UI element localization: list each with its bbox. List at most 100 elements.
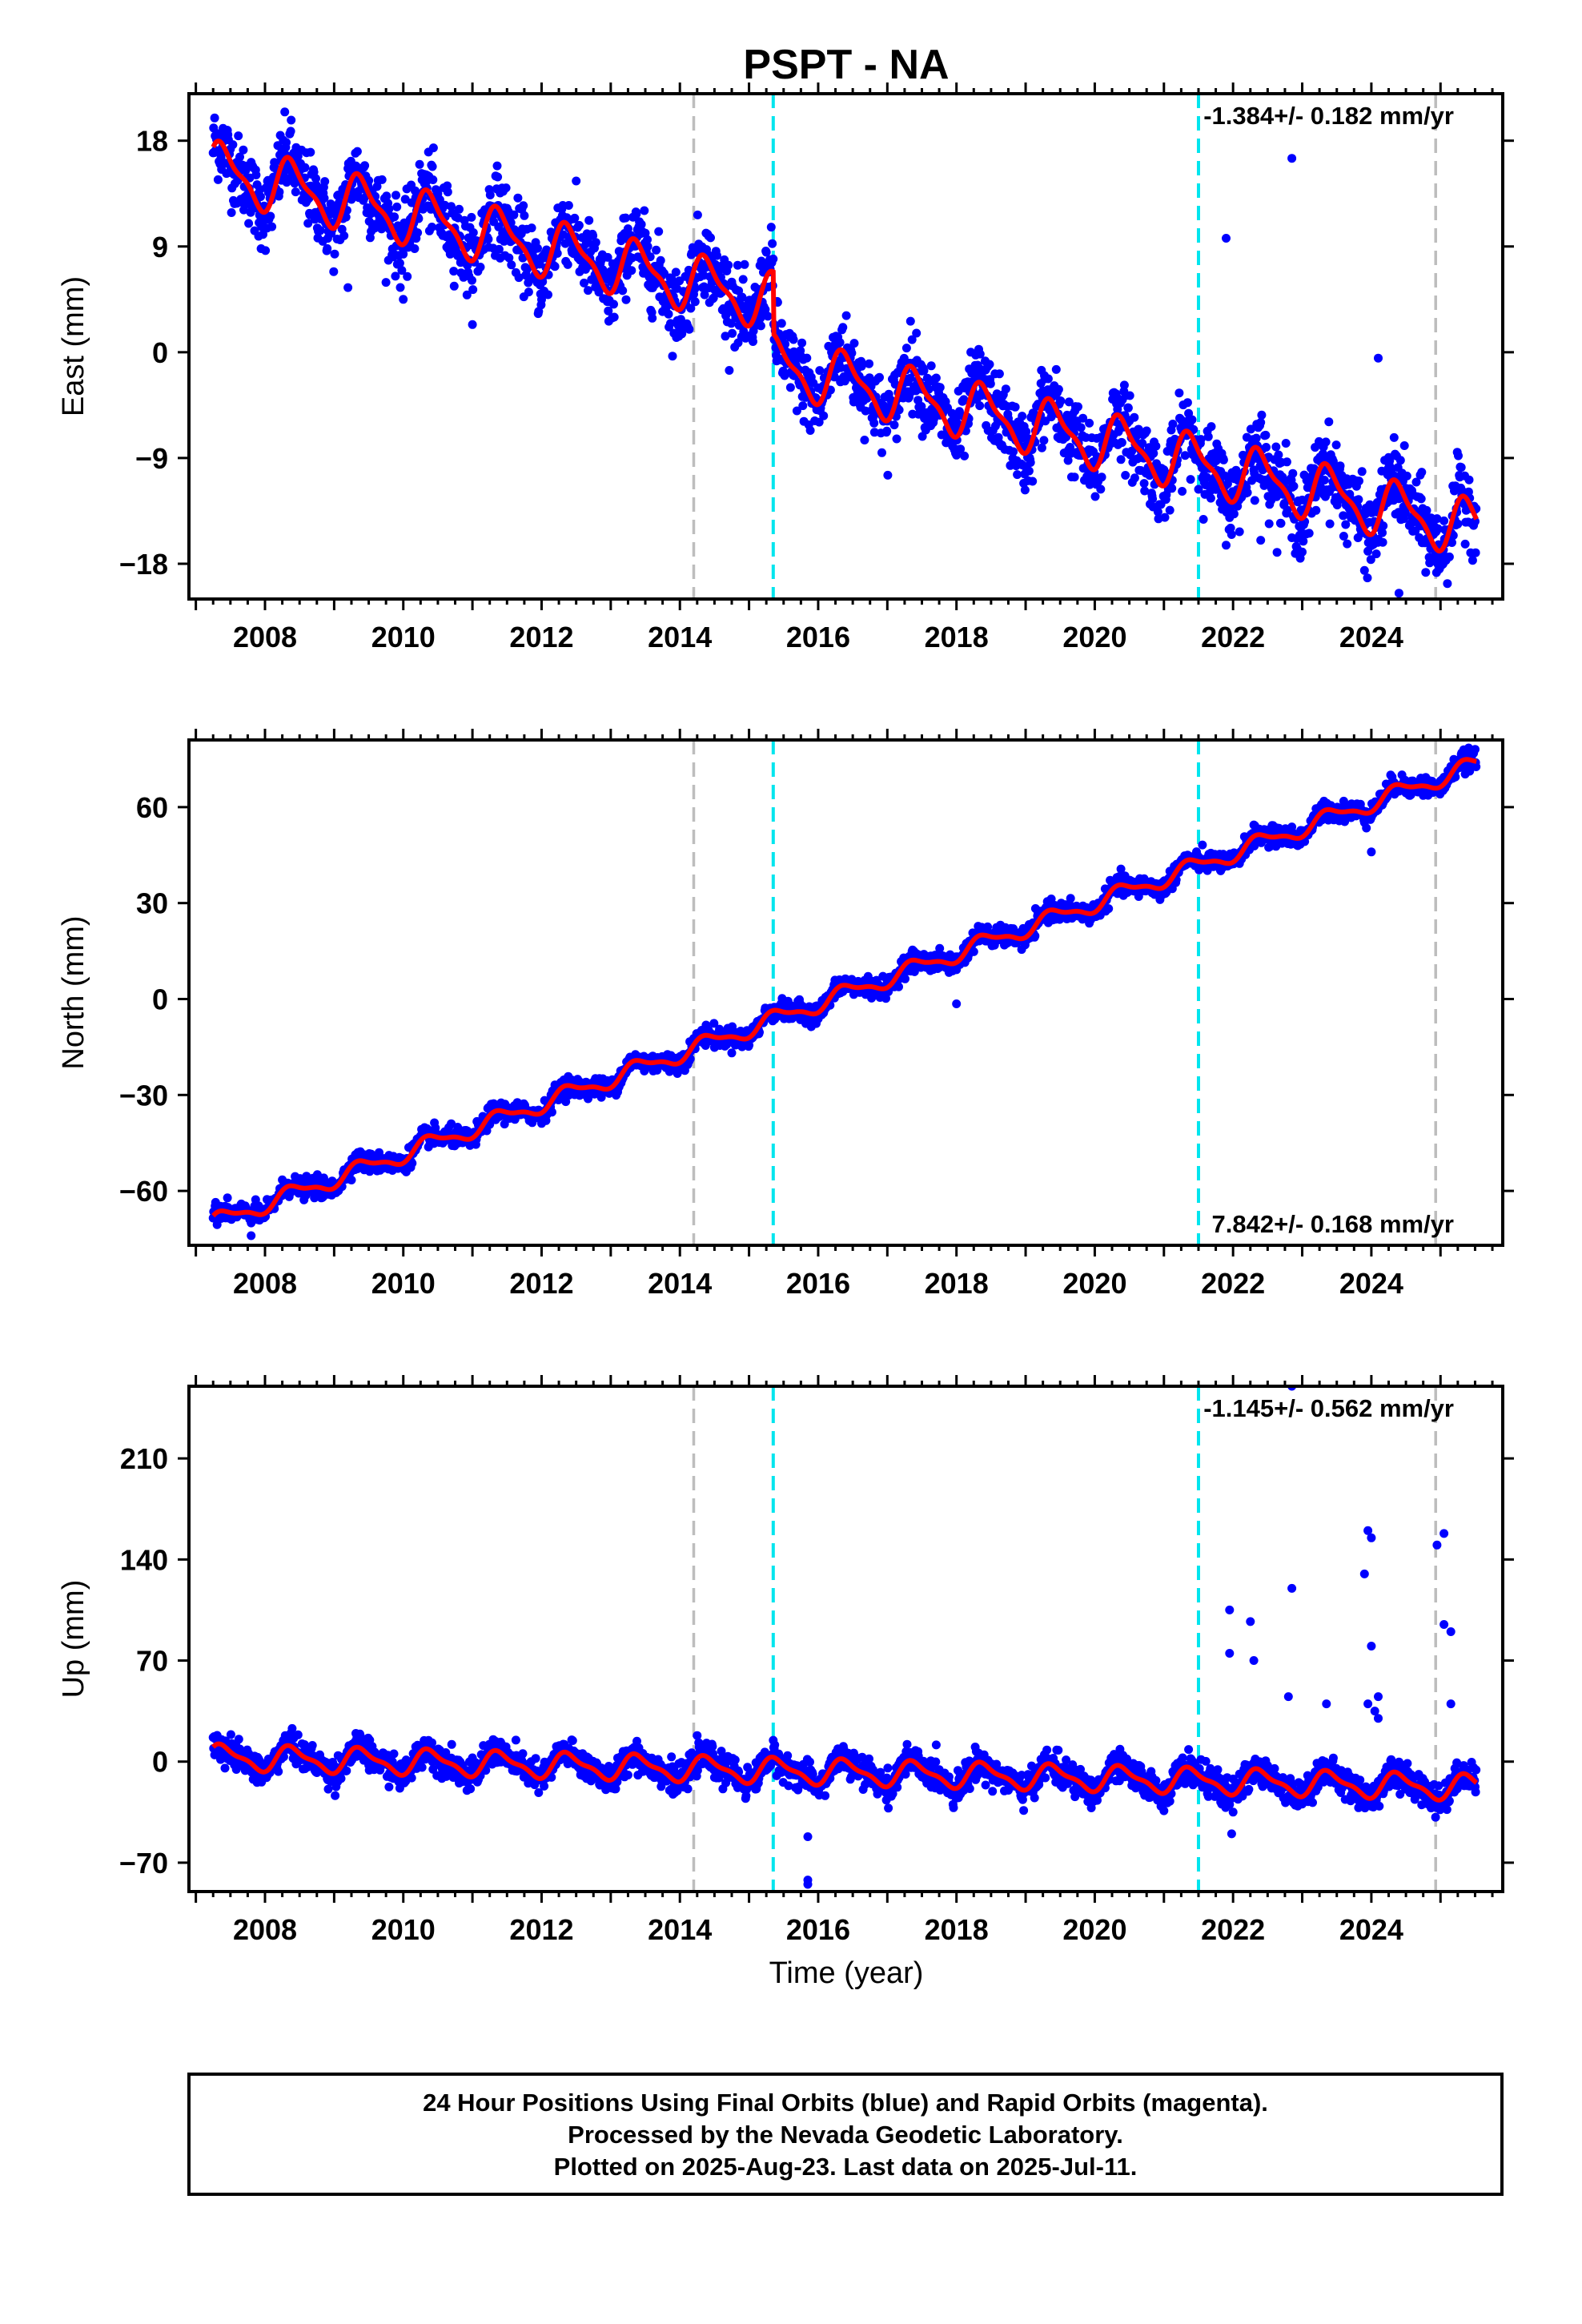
east-data-point — [397, 266, 407, 275]
east-data-point — [1385, 456, 1395, 465]
east-data-point — [1117, 438, 1126, 448]
east-outlier-point — [1374, 353, 1383, 363]
east-data-point — [509, 210, 519, 219]
east-data-point — [656, 255, 665, 265]
east-data-point — [1219, 455, 1228, 464]
east-data-point — [468, 320, 477, 329]
east-data-point — [1357, 467, 1367, 476]
east-data-point — [1454, 451, 1463, 460]
east-data-point — [620, 213, 630, 223]
east-data-point — [1096, 485, 1106, 494]
east-data-point — [1339, 532, 1348, 541]
east-data-point — [835, 338, 845, 348]
east-data-point — [829, 372, 839, 382]
east-data-point — [1299, 537, 1308, 546]
east-x-tick-label: 2014 — [648, 621, 712, 653]
east-data-point — [1028, 476, 1038, 486]
east-data-point — [544, 290, 552, 300]
east-data-point — [537, 295, 546, 304]
east-data-point — [399, 249, 408, 259]
east-data-point — [1066, 443, 1075, 452]
east-data-point — [1264, 519, 1274, 529]
east-data-point — [467, 212, 476, 222]
east-data-point — [1127, 446, 1137, 456]
east-data-point — [797, 338, 807, 348]
east-data-point — [1070, 472, 1079, 482]
east-data-point — [1289, 481, 1299, 491]
east-y-tick-label: 0 — [152, 336, 168, 369]
east-data-point — [618, 286, 628, 296]
east-data-point — [1274, 450, 1283, 460]
east-data-point — [504, 253, 514, 263]
east-data-point — [570, 213, 580, 223]
east-data-point — [623, 224, 632, 234]
east-data-point — [1187, 415, 1197, 424]
east-data-point — [671, 267, 681, 277]
east-data-point — [1186, 475, 1195, 485]
east-data-point — [652, 245, 661, 255]
east-data-point — [956, 444, 966, 454]
east-data-point — [690, 284, 700, 294]
east-data-point — [352, 147, 362, 156]
east-data-point — [392, 202, 402, 211]
east-data-point — [1328, 456, 1338, 466]
east-data-point — [849, 339, 859, 348]
east-data-point — [241, 166, 251, 175]
east-data-point — [574, 220, 584, 230]
east-data-point — [1167, 484, 1177, 493]
east-x-tick-label: 2024 — [1339, 621, 1403, 653]
north-data-point — [969, 947, 978, 956]
east-data-point — [636, 219, 646, 229]
east-x-tick-label: 2008 — [233, 621, 297, 653]
east-data-point — [789, 335, 798, 344]
east-data-point — [256, 192, 265, 202]
east-data-point — [283, 174, 293, 183]
east-data-point — [805, 426, 815, 435]
east-data-point — [1074, 402, 1082, 412]
east-data-point — [381, 278, 391, 287]
east-data-point — [609, 312, 619, 322]
east-data-point — [410, 244, 420, 253]
east-data-point — [959, 395, 969, 404]
east-data-point — [485, 191, 495, 199]
east-rate-label: -1.384+/- 0.182 mm/yr — [1203, 102, 1454, 130]
east-data-point — [533, 243, 542, 253]
east-data-point — [378, 219, 387, 228]
east-data-point — [1471, 517, 1480, 526]
east-data-point — [1262, 443, 1271, 452]
east-data-point — [251, 171, 261, 179]
east-data-point — [815, 366, 825, 376]
east-data-point — [1056, 396, 1066, 406]
east-data-point — [627, 266, 636, 275]
east-y-tick-label: 9 — [152, 231, 168, 263]
east-data-point — [1165, 505, 1174, 515]
east-data-point — [814, 417, 824, 427]
east-data-point — [1272, 548, 1282, 557]
east-data-point — [690, 297, 700, 307]
east-outlier-point — [1394, 589, 1403, 598]
east-data-point — [306, 147, 315, 157]
east-data-point — [396, 283, 405, 292]
east-data-point — [1207, 422, 1216, 432]
east-data-point — [1123, 403, 1133, 412]
east-data-point — [339, 231, 349, 240]
east-data-point — [700, 290, 709, 300]
east-data-point — [798, 401, 808, 411]
chart-title: PSPT - NA — [743, 42, 949, 88]
east-data-point — [1235, 527, 1244, 537]
east-data-point — [860, 436, 869, 444]
east-data-point — [1148, 494, 1158, 504]
east-data-point — [1211, 485, 1221, 494]
east-data-point — [1319, 476, 1329, 485]
east-data-point — [1443, 579, 1452, 589]
east-data-point — [632, 209, 641, 219]
east-data-point — [1363, 573, 1372, 583]
east-data-point — [609, 300, 618, 309]
east-panel: 2008 2010 2012 2014 2016 2018 2020 2022 2024−18−… — [57, 82, 1514, 653]
east-data-point — [1402, 471, 1411, 480]
east-outlier-point — [399, 295, 408, 304]
east-data-point — [1001, 384, 1010, 394]
east-data-point — [428, 223, 436, 231]
east-data-point — [724, 260, 733, 270]
east-data-point — [1043, 374, 1053, 384]
